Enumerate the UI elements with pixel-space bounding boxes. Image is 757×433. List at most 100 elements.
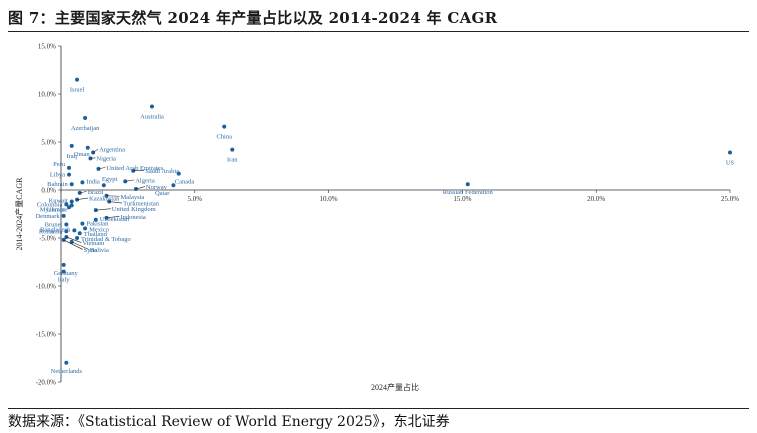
point-kuwait <box>69 199 74 204</box>
label-iraq: Iraq <box>66 153 77 160</box>
label-uzbekistan: Uzbekistan <box>100 216 130 223</box>
leader-united-kingdom <box>95 208 111 211</box>
chart-axes: 15.0% 10.0% 5.0% 0.0% -5.0% -10.0% -15.0% -20.0… <box>36 43 740 387</box>
point-romania <box>64 229 69 234</box>
point-libya <box>67 172 72 177</box>
label-israel: Israel <box>70 87 85 94</box>
leader-vietnam <box>66 236 82 243</box>
title-divider <box>8 31 749 32</box>
label-kuwait: Kuwait <box>49 198 68 205</box>
point-brunei <box>64 222 69 227</box>
source-divider <box>8 408 749 409</box>
label-egypt: Egypt <box>102 176 118 183</box>
label-iran: Iran <box>227 157 238 164</box>
point-italy <box>61 269 66 274</box>
point-bangladesh <box>72 228 77 233</box>
label-trinidad-tobago: Trinidad & Tobago <box>81 236 131 243</box>
x-tick-label: 15.0% <box>453 195 471 203</box>
point-pakistan <box>80 221 85 226</box>
label-bahrain: Bahrain <box>47 181 68 188</box>
label-us: US <box>726 160 735 167</box>
point-egypt <box>101 183 106 188</box>
point-oman <box>85 145 90 150</box>
label-qatar: Qatar <box>155 190 170 197</box>
point-netherlands <box>64 360 69 365</box>
leader-algeria <box>125 179 135 182</box>
point-trinidad-tobago <box>75 236 80 240</box>
label-indonesia: Indonesia <box>120 214 145 221</box>
point-india <box>80 180 85 185</box>
x-axis-title: 2024产量占比 <box>371 382 419 392</box>
point-germany <box>61 262 66 267</box>
point-colombia <box>64 202 69 207</box>
point-syria <box>61 237 66 242</box>
label-malaysia: Malaysia <box>120 194 144 201</box>
point-denmark <box>61 213 66 218</box>
label-united-arab-emirates: United Arab Emirates <box>106 165 163 172</box>
label-kazakhstan: Kazakhstan <box>89 196 120 203</box>
y-tick-label: -15.0% <box>36 331 57 339</box>
leader-turkmenistan <box>109 201 123 204</box>
label-pakistan: Pakistan <box>86 221 109 228</box>
label-netherlands: Netherlands <box>51 368 83 375</box>
label-united-kingdom: United Kingdom <box>112 206 156 213</box>
label-turkmenistan: Turkmenistan <box>123 201 160 208</box>
leader-saudi-arabia <box>133 170 145 172</box>
y-tick-label: 15.0% <box>38 43 56 51</box>
x-tick-label: 5.0% <box>188 195 203 203</box>
point-qatar <box>171 183 176 188</box>
label-india: India <box>86 178 99 185</box>
label-australia: Australia <box>140 113 164 120</box>
point-iran <box>230 147 235 152</box>
y-tick-label: -5.0% <box>39 235 56 243</box>
x-tick-label: 20.0% <box>587 195 605 203</box>
label-romania: Romania <box>39 228 63 235</box>
y-axis-title: 2014-2024产量CAGR <box>14 177 24 251</box>
figure-title: 图 7：主要国家天然气 2024 年产量占比以及 2014-2024 年 CAG… <box>8 9 498 27</box>
leader-united-arab-emirates <box>98 167 106 170</box>
label-bangladesh: Bangladesh <box>40 226 71 233</box>
label-myanmar: Myanmar <box>40 206 66 213</box>
label-libya: Libya <box>50 172 65 179</box>
leader-brazil <box>79 191 87 194</box>
label-norway: Norway <box>146 184 168 191</box>
label-canada: Canada <box>175 179 195 186</box>
label-germany: Germany <box>54 270 79 277</box>
point-iraq <box>69 143 74 148</box>
label-russian-federation: Russian Federation <box>443 189 494 196</box>
leader-kazakhstan <box>77 197 89 200</box>
label-denmark: Denmark <box>35 213 60 220</box>
label-azerbaijan: Azerbaijan <box>71 125 100 132</box>
label-brazil: Brazil <box>88 189 104 196</box>
point-uzbekistan <box>93 217 98 222</box>
point-thailand <box>77 231 82 236</box>
point-israel <box>75 77 80 82</box>
leader-syria <box>63 239 83 250</box>
point-canada <box>176 171 181 176</box>
label-ukraine: Ukraine <box>47 206 68 213</box>
chart-marks <box>61 77 732 365</box>
point-australia <box>149 104 154 109</box>
label-peru: Peru <box>53 161 66 168</box>
point-china <box>222 124 227 129</box>
label-italy: Italy <box>58 277 71 284</box>
y-tick-label: 0.0% <box>41 187 56 195</box>
leader-malaysia <box>106 195 120 197</box>
leader-nigeria <box>90 157 96 159</box>
label-saudi-arabia: Saudi Arabia <box>145 168 179 175</box>
label-nigeria: Nigeria <box>96 155 116 162</box>
y-tick-label: 5.0% <box>41 139 56 147</box>
leader-argentina <box>92 148 99 153</box>
point-peru <box>67 165 72 170</box>
label-vietnam: Vietnam <box>82 240 104 247</box>
leader-indonesia <box>106 216 120 219</box>
point-azerbaijan <box>83 116 88 120</box>
x-tick-label: 25.0% <box>721 195 739 203</box>
point-nigeria <box>88 156 93 161</box>
point-ukraine <box>69 203 74 208</box>
point-us <box>728 150 732 155</box>
label-syria: Syria <box>84 247 98 254</box>
label-oman: Oman <box>74 151 91 158</box>
label-mexico: Mexico <box>89 226 109 233</box>
